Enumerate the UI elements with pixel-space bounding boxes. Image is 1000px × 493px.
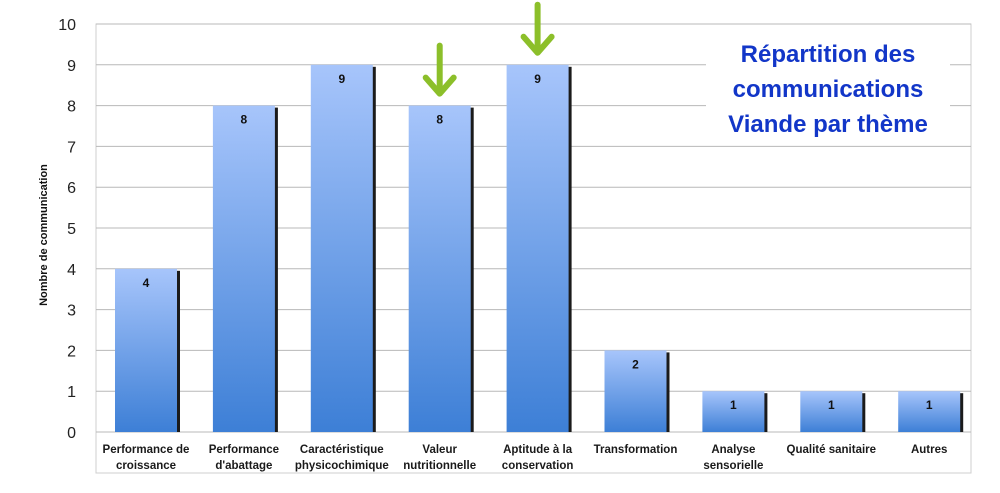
bar-value-label: 9 — [534, 72, 541, 86]
bar-value-label: 1 — [828, 398, 835, 412]
category-label: conservation — [502, 460, 574, 472]
y-tick-label: 3 — [67, 303, 76, 320]
category-label: physicochimique — [295, 460, 389, 472]
bar — [604, 350, 667, 432]
chart-title-line: Viande par thème — [728, 111, 928, 138]
y-tick-label: 2 — [67, 343, 76, 360]
y-tick-label: 1 — [67, 384, 76, 401]
bar-value-label: 8 — [436, 113, 443, 127]
bar-value-label: 8 — [241, 113, 248, 127]
category-label: Transformation — [594, 444, 678, 456]
category-label: Performance — [209, 444, 279, 456]
highlight-arrow-head — [422, 74, 457, 97]
category-label: Aptitude à la — [503, 444, 573, 456]
bar — [702, 391, 765, 432]
bar-value-label: 4 — [143, 276, 150, 290]
y-tick-label: 7 — [67, 139, 76, 156]
y-axis-label: Nombre de communication — [38, 164, 50, 306]
category-label: nutritionnelle — [403, 460, 476, 472]
bar — [212, 105, 275, 432]
category-label: Autres — [911, 444, 947, 456]
bars: 4 8 9 8 9 2 1 1 1 — [115, 64, 964, 433]
category-label: d'abattage — [215, 460, 272, 472]
bar-value-label: 1 — [730, 398, 737, 412]
y-tick-label: 10 — [58, 17, 76, 34]
category-label: Performance de — [103, 444, 190, 456]
y-tick-label: 0 — [67, 425, 76, 442]
bar — [800, 391, 863, 432]
highlight-arrows — [422, 1, 555, 97]
category-labels: Performance de croissance Performance d'aba… — [103, 444, 948, 472]
bar-value-label: 9 — [338, 72, 345, 86]
bar-value-label: 1 — [926, 398, 933, 412]
chart-title-line: Répartition des — [741, 41, 916, 68]
category-label: sensorielle — [703, 460, 763, 472]
y-tick-label: 4 — [67, 262, 76, 279]
bar-value-label: 2 — [632, 357, 639, 371]
chart-title-line: communications — [733, 76, 924, 103]
y-tick-label: 5 — [67, 221, 76, 238]
y-axis-ticks: 0 1 2 3 4 5 6 7 8 9 10 — [58, 17, 76, 442]
highlight-arrow-head — [520, 33, 555, 56]
y-tick-label: 9 — [67, 58, 76, 75]
y-tick-label: 6 — [67, 180, 76, 197]
bar — [898, 391, 961, 432]
y-tick-label: 8 — [67, 99, 76, 116]
category-label: Analyse — [711, 444, 755, 456]
chart-title: Répartition des communications Viande par … — [706, 36, 950, 142]
bar — [310, 64, 373, 433]
bar — [115, 268, 177, 432]
category-label: Valeur — [422, 444, 457, 456]
category-label: croissance — [116, 460, 176, 472]
bar — [506, 64, 569, 433]
category-label: Caractéristique — [300, 444, 384, 456]
category-label: Qualité sanitaire — [787, 444, 876, 456]
bar — [408, 105, 471, 432]
